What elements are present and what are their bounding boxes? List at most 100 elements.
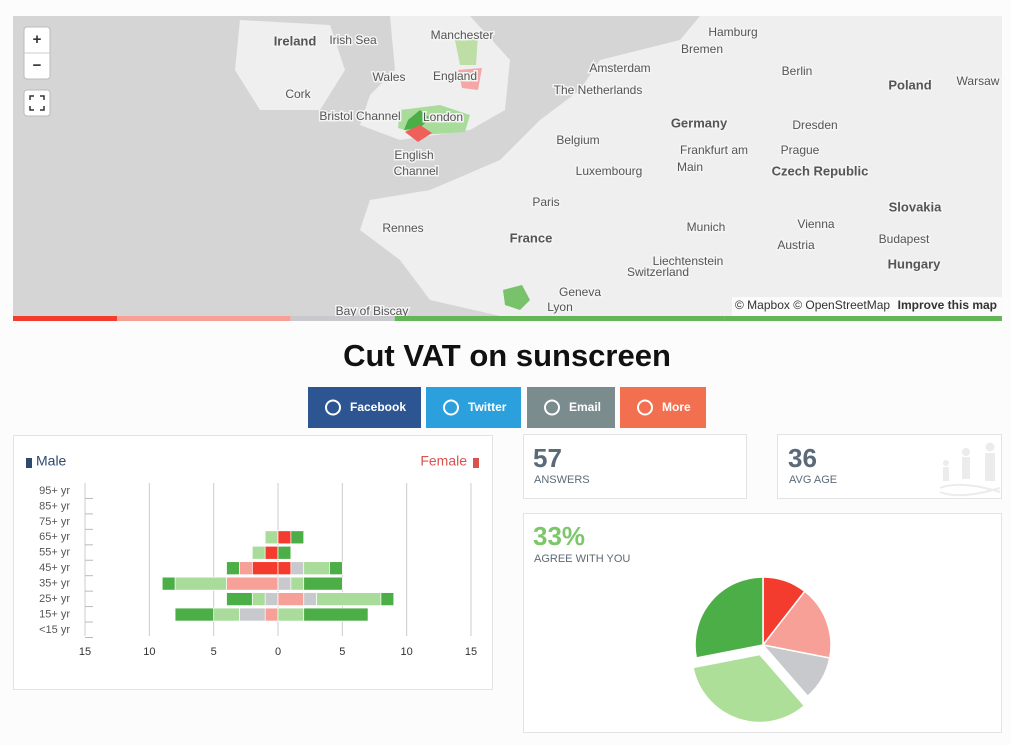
age-icon (939, 442, 1001, 497)
pie-chart (692, 576, 832, 724)
agreement-segment (117, 316, 291, 321)
region (458, 68, 482, 90)
share-button[interactable] (620, 387, 706, 428)
age-label: AVG AGE (789, 474, 837, 486)
pyramid-bar (290, 530, 305, 545)
pyramid-bar (239, 561, 253, 576)
agreement-segment (394, 316, 725, 321)
pyramid-bar (251, 545, 266, 560)
y-tick-label: 35+ yr (39, 578, 70, 590)
pyramid-bar (329, 561, 343, 576)
share-buttons: Facebook Twitter Email More (308, 387, 706, 428)
map-label: Rennes (382, 221, 423, 235)
pyramid-bar (277, 530, 292, 545)
map-label: Bristol Channel (319, 109, 400, 123)
agreement-bar (13, 316, 1002, 321)
map-label: Austria (777, 238, 815, 252)
map-label: Switzerland (627, 265, 689, 279)
map-label: Germany (671, 115, 728, 130)
share-button[interactable] (426, 387, 521, 428)
pyramid-bar (303, 607, 369, 622)
pyramid-bar (264, 545, 279, 560)
pyramid-bar (303, 592, 317, 606)
agree-value: 33% (533, 521, 585, 551)
map-label: Amsterdam (589, 61, 650, 75)
pyramid-bar (226, 576, 279, 591)
pyramid-chart: Male Female 15 10 5 0 5 10 15 <15 yr 15+ yr 25+ yr 3… (26, 453, 479, 658)
y-tick-label: 75+ yr (39, 516, 70, 528)
map-label: Main (677, 160, 703, 174)
pyramid-bar (316, 592, 382, 606)
map-label: Cork (285, 87, 311, 101)
map-label: Paris (532, 195, 559, 209)
x-tick-label: 15 (465, 646, 477, 658)
page-title: Cut VAT on sunscreen (343, 338, 671, 373)
agreement-segment (724, 316, 1002, 321)
map-label: Bay of Biscay (336, 304, 409, 318)
x-tick-label: 5 (339, 646, 345, 658)
map-label: Irish Sea (329, 33, 377, 47)
answers-card (523, 434, 747, 499)
y-tick-label: 45+ yr (39, 562, 70, 574)
map-label: Munich (687, 220, 726, 234)
pie-slice (761, 590, 832, 659)
pyramid-bar (277, 592, 305, 606)
map-label: Hamburg (708, 25, 757, 39)
x-tick-label: 5 (211, 646, 217, 658)
attribution-bg (732, 297, 1002, 316)
map-label: Warsaw (957, 74, 1000, 88)
zoom-out[interactable]: − (33, 57, 42, 74)
pyramid-bar (277, 561, 292, 576)
pyramid-bar (174, 576, 227, 591)
pyramid-bar (264, 592, 279, 606)
pyramid-bar (290, 576, 305, 591)
map-label: Berlin (782, 64, 813, 78)
map-label: Luxembourg (576, 164, 643, 178)
fullscreen-button[interactable] (23, 89, 51, 117)
x-tick-label: 10 (401, 646, 413, 658)
pyramid-bar (303, 561, 330, 576)
share-icon (544, 399, 560, 416)
pyramid-bar (213, 607, 240, 622)
pyramid-bar (239, 607, 266, 622)
share-icon (443, 399, 459, 416)
share-label: Facebook (350, 400, 406, 414)
attribution: © Mapbox © OpenStreetMap (735, 298, 890, 312)
male-icon (26, 458, 32, 468)
map-label: England (433, 69, 477, 83)
pie-slice (694, 576, 764, 659)
map-label: Belgium (556, 133, 599, 147)
map-label: Bremen (681, 42, 723, 56)
fullscreen-icon (29, 95, 45, 111)
pyramid-bar (251, 592, 266, 606)
map-label: Liechtenstein (653, 254, 724, 268)
share-button[interactable] (527, 387, 615, 428)
y-tick-label: <15 yr (39, 624, 70, 636)
y-tick-label: 65+ yr (39, 531, 70, 543)
map-label: London (423, 110, 463, 124)
x-tick-label: 15 (79, 646, 91, 658)
zoom-in[interactable]: + (33, 31, 42, 48)
share-icon (325, 399, 341, 416)
share-label: More (662, 400, 691, 414)
x-tick-label: 10 (143, 646, 155, 658)
region (404, 110, 430, 130)
y-tick-label: 85+ yr (39, 500, 70, 512)
answers-value: 57 (533, 443, 562, 473)
map[interactable]: Ireland Irish Sea Manchester Hamburg Bremen B… (13, 16, 1002, 318)
pyramid-bar (264, 607, 279, 622)
answers-label: ANSWERS (534, 474, 590, 486)
map-label: Poland (888, 77, 931, 92)
pyramid-bar (174, 607, 215, 622)
pie-slice (692, 653, 806, 724)
pyramid-bar (161, 576, 176, 591)
improve-link[interactable]: Improve this map (898, 298, 997, 312)
map-label: The Netherlands (554, 83, 643, 97)
continent-land (360, 16, 1002, 316)
map-label: Slovakia (889, 199, 943, 214)
share-label: Twitter (468, 400, 507, 414)
pie-slice (760, 643, 831, 698)
agreement-segment (290, 316, 395, 321)
share-icon (637, 399, 653, 416)
